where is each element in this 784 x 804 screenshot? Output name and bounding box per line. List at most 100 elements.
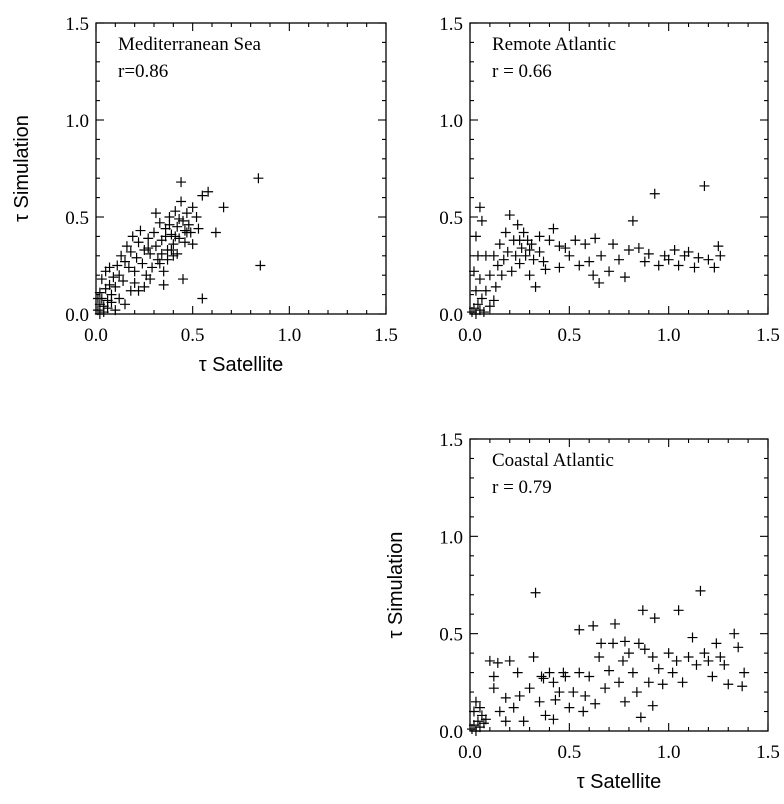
panel-1-point [187, 202, 198, 213]
panel-3-point [590, 698, 601, 709]
panel-1-point [183, 219, 194, 230]
panel-3-point [608, 638, 619, 649]
panel-3-frame [469, 438, 769, 732]
panel-3-title: Coastal Atlantic [492, 450, 614, 471]
panel-1-y-axis-label: τ Simulation [11, 115, 33, 222]
panel-2-point [627, 215, 638, 226]
panel-3-x-tick-label: 1.0 [657, 742, 681, 763]
panel-1-point [178, 274, 188, 285]
panel-2-point [643, 248, 654, 259]
panel-1-point [166, 244, 177, 255]
panel-1-point [127, 231, 138, 242]
panel-3-point [715, 652, 726, 663]
panel-2-point [510, 250, 521, 261]
panel-2-y-tick-label: 1.5 [439, 14, 463, 35]
panel-2-point [715, 250, 726, 261]
panel-1-point [104, 262, 115, 273]
panel-2-point [498, 254, 509, 265]
panel-3-point [508, 702, 519, 713]
panel-2-x-tick-label: 0.5 [557, 325, 581, 346]
panel-3-point [548, 677, 559, 688]
panel-3-point [548, 714, 559, 725]
panel-1-point [110, 305, 121, 316]
panel-3-point [560, 671, 571, 682]
panel-2-point [540, 264, 551, 275]
panel-2-point [476, 293, 487, 304]
panel-3-point [653, 663, 664, 674]
panel-3-point [647, 700, 658, 711]
panel-3-point [472, 716, 483, 727]
panel-2-point [574, 260, 585, 271]
panel-1-point [108, 272, 119, 283]
panel-2-point [633, 243, 644, 254]
panel-3-point [619, 696, 630, 707]
panel-3-y-tick-label: 1.0 [439, 527, 463, 548]
panel-1-point [143, 233, 154, 244]
panel-1-point [114, 293, 125, 304]
panel-2-point [709, 262, 720, 273]
panel-2-point [619, 272, 630, 283]
panel-1-point [179, 237, 190, 248]
panel-2-point [472, 299, 483, 310]
panel-2-point [514, 235, 525, 246]
panel-2-point [470, 285, 481, 296]
panel-3-point [512, 667, 523, 678]
panel-3-point [564, 702, 575, 713]
panel-1-point [203, 186, 214, 197]
panel-3-point [723, 679, 734, 690]
panel-2-point [492, 260, 503, 271]
panel-2-point [518, 227, 529, 238]
panel-1-point [92, 293, 103, 304]
panel-1-frame [95, 22, 387, 315]
panel-2-point [538, 256, 549, 267]
panel-1-point [181, 208, 192, 219]
panel-2-x-tick-label: 1.5 [756, 325, 780, 346]
panel-1-point [187, 239, 198, 250]
panel-2-point [488, 295, 499, 306]
panel-1-point [170, 231, 181, 242]
panel-1-point [147, 262, 158, 273]
panel-2-correlation: r = 0.66 [492, 61, 552, 82]
panel-1-point [150, 208, 161, 219]
panel-1-point [253, 173, 264, 184]
panel-2-point [484, 301, 495, 312]
panel-2-point [526, 239, 537, 250]
panel-3-point [544, 667, 555, 678]
panel-3-y-axis-label: τ Simulation [385, 532, 407, 639]
panel-3-point [729, 628, 740, 639]
panel-3-y-tick-label: 1.5 [439, 430, 463, 451]
panel-1-y-tick-label: 1.5 [65, 14, 89, 35]
panel-2-point [653, 260, 664, 271]
panel-2-point [703, 254, 714, 265]
panel-3-point [635, 712, 646, 723]
panel-1-x-tick-label: 1.5 [374, 325, 398, 346]
panel-2-y-tick-label: 0.0 [439, 305, 463, 326]
panel-1-point [129, 277, 140, 288]
panel-2-point [554, 262, 565, 273]
panel-1-point [118, 276, 129, 287]
panel-3-point [733, 642, 744, 653]
panel-2-point [689, 262, 700, 273]
panel-3-point [488, 671, 499, 682]
panel-2-point [544, 235, 555, 246]
panel-3-point [518, 716, 529, 727]
panel-1-x-tick-label: 0.0 [84, 325, 108, 346]
panel-2-y-tick-label: 1.0 [439, 111, 463, 132]
panel-3-point [492, 657, 503, 668]
panel-2-point [502, 246, 513, 257]
panel-2-point [474, 202, 485, 213]
panel-2-point [534, 231, 545, 242]
panel-1-point [131, 252, 142, 263]
panel-1-point [149, 227, 159, 238]
panel-2-point [494, 239, 505, 250]
panel-3-point [594, 652, 605, 663]
panel-1-point [133, 285, 144, 296]
panel-1-point [120, 299, 130, 310]
panel-2-point [474, 274, 485, 285]
panel-3-point [610, 618, 621, 629]
panel-3-point [574, 667, 585, 678]
panel-3-correlation: r = 0.79 [492, 477, 552, 498]
panel-2-point [534, 246, 545, 257]
panel-2-point [516, 243, 527, 254]
panel-3-point [739, 667, 750, 678]
